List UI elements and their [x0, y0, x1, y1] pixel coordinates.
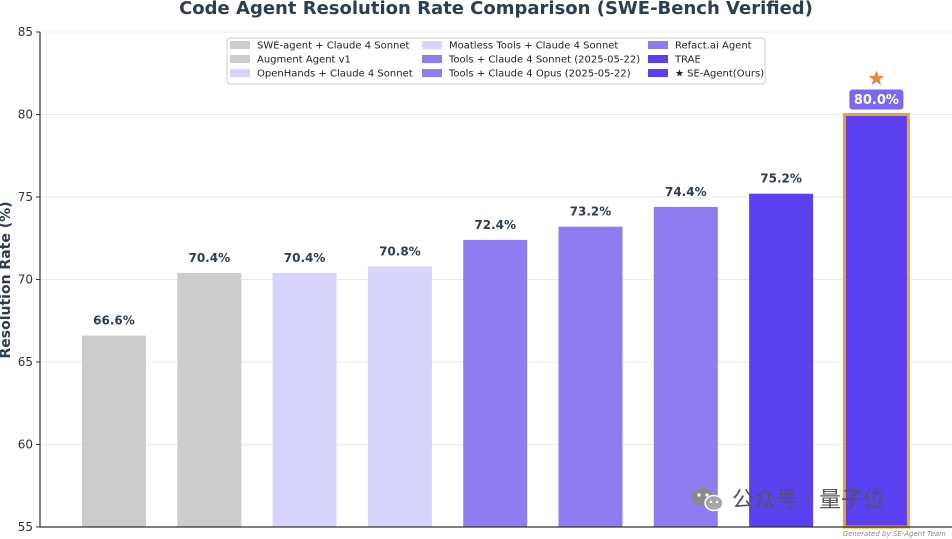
- bar: [842, 113, 910, 529]
- legend-label: Augment Agent v1: [257, 55, 351, 66]
- legend-label: OpenHands + Claude 4 Sonnet: [257, 69, 413, 80]
- data-label: 74.4%: [665, 185, 707, 199]
- legend-swatch: [422, 69, 442, 77]
- legend-label: Tools + Claude 4 Opus (2025-05-22): [448, 69, 631, 80]
- legend-swatch: [230, 41, 250, 49]
- y-tick-label: 55: [18, 520, 33, 534]
- legend-label: ★ SE-Agent(Ours): [675, 69, 764, 80]
- axes: [39, 32, 952, 528]
- data-label: 72.4%: [474, 218, 516, 232]
- legend-label: Refact.ai Agent: [675, 41, 752, 52]
- legend-swatch: [230, 55, 250, 63]
- data-label: 70.4%: [284, 251, 326, 265]
- data-label: 75.2%: [760, 172, 802, 186]
- legend-label: Moatless Tools + Claude 4 Sonnet: [449, 41, 618, 52]
- y-tick-label: 85: [18, 25, 33, 39]
- y-ticks: 55 60 65 70 75 80 85: [18, 25, 40, 534]
- chart-title: Code Agent Resolution Rate Comparison (S…: [179, 0, 813, 19]
- legend-swatch: [648, 55, 668, 63]
- data-label: 73.2%: [570, 205, 612, 219]
- watermark-text: 公众号 · 量子位: [732, 488, 885, 513]
- highlight-label-box: [849, 89, 904, 110]
- y-axis-label: Resolution Rate (%): [0, 201, 14, 358]
- legend-label: TRAE: [674, 55, 701, 66]
- bar: [177, 272, 242, 527]
- legend-label: SWE-agent + Claude 4 Sonnet: [257, 41, 410, 52]
- legend-swatch: [230, 69, 250, 77]
- credit-text: Generated by SE-Agent Team: [843, 530, 947, 538]
- legend-swatch: [648, 41, 668, 49]
- wechat-icon: [692, 488, 724, 512]
- data-labels: 66.6% 70.4% 70.4% 70.8% 72.4% 73.2% 74.4% 75.2%…: [93, 70, 904, 328]
- y-tick-label: 60: [18, 438, 33, 452]
- y-tick-label: 80: [18, 108, 33, 122]
- data-label: 80.0%: [854, 93, 899, 108]
- data-label: 70.4%: [188, 251, 230, 265]
- y-tick-label: 65: [18, 355, 33, 369]
- y-tick-label: 70: [18, 273, 33, 287]
- legend: SWE-agent + Claude 4 Sonnet Augment Agent…: [226, 37, 766, 85]
- bar: [367, 266, 432, 527]
- legend-box: [226, 37, 766, 85]
- legend-swatch: [648, 69, 668, 77]
- bar: [558, 226, 623, 527]
- legend-label: Tools + Claude 4 Sonnet (2025-05-22): [448, 55, 640, 66]
- bars: [82, 113, 910, 529]
- data-label: 70.8%: [379, 244, 421, 258]
- legend-swatch: [422, 55, 442, 63]
- legend-swatch: [422, 41, 442, 49]
- watermark: 公众号 · 量子位: [692, 488, 885, 513]
- bar: [749, 193, 814, 527]
- data-label: 66.6%: [93, 314, 135, 328]
- bar: [653, 206, 718, 527]
- bar: [272, 272, 337, 527]
- y-tick-label: 75: [18, 190, 33, 204]
- star-icon: [868, 70, 884, 85]
- bar: [82, 335, 146, 527]
- bar: [463, 239, 528, 527]
